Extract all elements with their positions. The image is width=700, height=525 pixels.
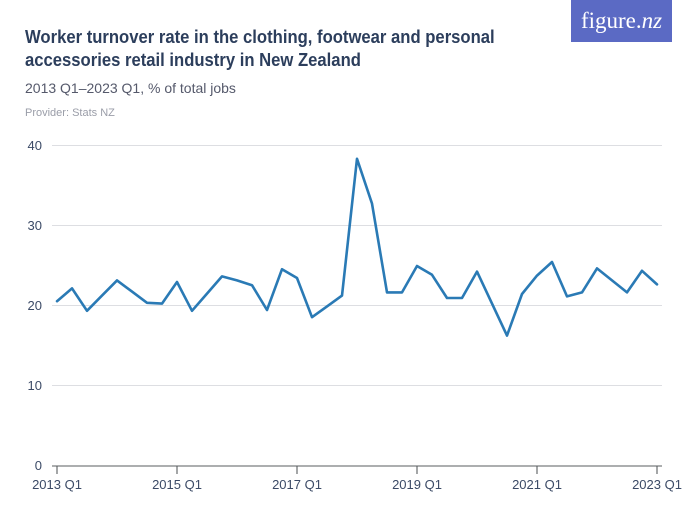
svg-text:0: 0 (35, 458, 42, 473)
svg-text:10: 10 (28, 378, 42, 393)
svg-text:40: 40 (28, 138, 42, 153)
svg-text:2019 Q1: 2019 Q1 (392, 477, 442, 492)
svg-text:2015 Q1: 2015 Q1 (152, 477, 202, 492)
svg-text:30: 30 (28, 218, 42, 233)
svg-text:2013 Q1: 2013 Q1 (32, 477, 82, 492)
svg-text:2023 Q1: 2023 Q1 (632, 477, 682, 492)
svg-text:2017 Q1: 2017 Q1 (272, 477, 322, 492)
svg-text:2021 Q1: 2021 Q1 (512, 477, 562, 492)
svg-text:20: 20 (28, 298, 42, 313)
